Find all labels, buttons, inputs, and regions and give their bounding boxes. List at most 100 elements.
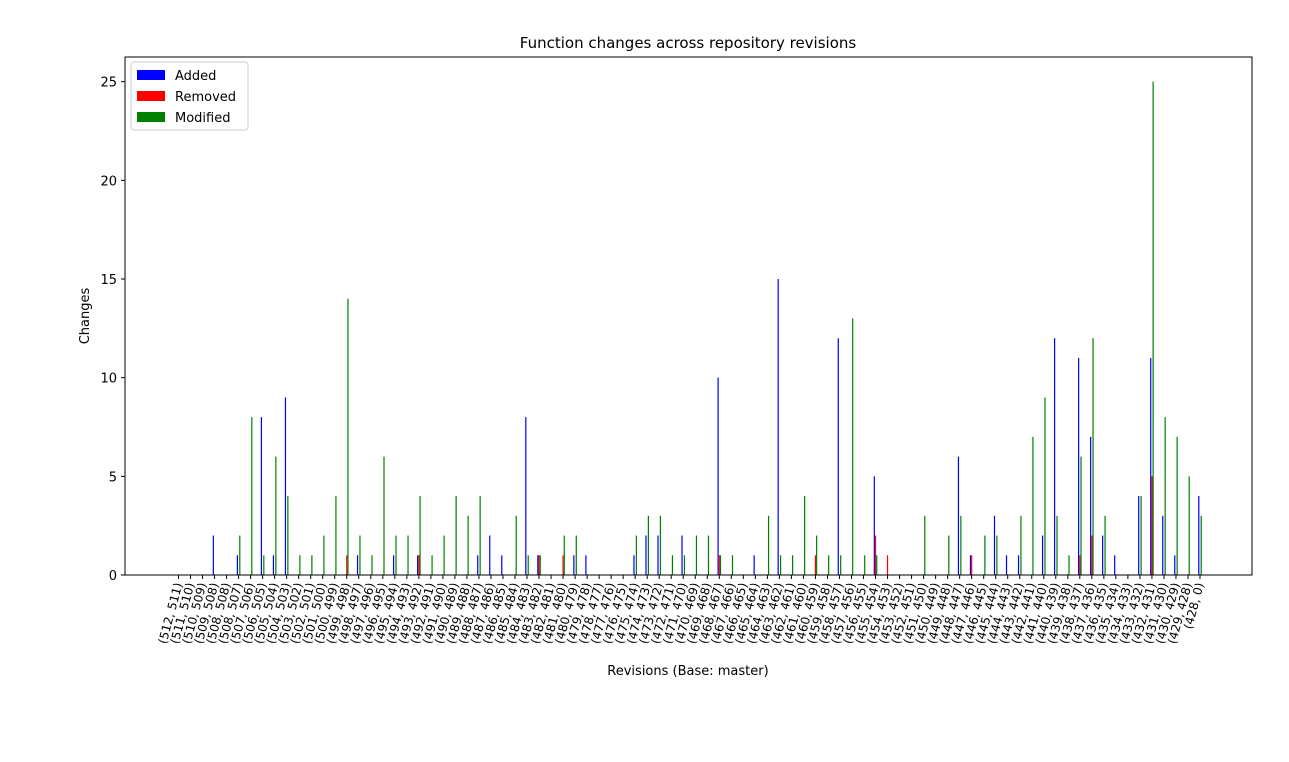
bar-modified-14 xyxy=(347,298,349,575)
bar-modified-30 xyxy=(539,555,541,575)
bar-added-39 xyxy=(645,535,647,575)
bar-added-70 xyxy=(1017,555,1020,575)
bar-modified-20 xyxy=(419,496,421,575)
bar-added-73 xyxy=(1053,338,1056,575)
bar-added-38 xyxy=(633,555,635,575)
bar-added-80 xyxy=(1138,496,1140,575)
bar-added-58 xyxy=(873,476,875,575)
legend-swatch-added xyxy=(137,70,165,80)
bar-added-81 xyxy=(1150,357,1152,575)
bar-removed-81 xyxy=(1151,476,1153,575)
bar-added-34 xyxy=(585,555,587,575)
bar-added-42 xyxy=(681,535,683,575)
bar-modified-45 xyxy=(719,555,722,575)
bar-added-69 xyxy=(1005,555,1008,575)
bar-modified-55 xyxy=(840,555,842,575)
bar-removed-32 xyxy=(562,555,564,575)
bar-modified-46 xyxy=(731,555,734,575)
bar-modified-54 xyxy=(828,555,830,575)
bar-added-48 xyxy=(753,555,755,575)
bar-added-66 xyxy=(969,555,972,575)
bar-modified-17 xyxy=(383,456,385,575)
bar-modified-9 xyxy=(287,496,289,575)
bar-added-20 xyxy=(417,555,419,575)
bar-removed-30 xyxy=(538,555,540,575)
bar-modified-67 xyxy=(984,535,986,575)
bar-modified-83 xyxy=(1176,436,1178,575)
bar-modified-57 xyxy=(864,555,866,575)
bar-removed-20 xyxy=(418,555,420,575)
bar-added-7 xyxy=(260,417,263,575)
legend-label-removed: Removed xyxy=(175,90,236,105)
legend-swatch-removed xyxy=(137,91,165,101)
y-tick-label: 25 xyxy=(100,76,117,91)
bar-added-83 xyxy=(1174,555,1176,575)
bar-added-26 xyxy=(489,535,491,575)
bar-modified-85 xyxy=(1200,515,1202,575)
bar-modified-5 xyxy=(239,535,241,575)
y-axis-label: Changes xyxy=(78,288,93,345)
bar-modified-18 xyxy=(395,535,397,575)
bar-modified-16 xyxy=(371,555,373,575)
bar-added-25 xyxy=(477,555,479,575)
y-tick-label: 15 xyxy=(100,273,117,288)
bar-modified-84 xyxy=(1188,476,1190,575)
bar-modified-23 xyxy=(455,496,457,575)
bar-modified-38 xyxy=(635,535,637,575)
bar-modified-58 xyxy=(876,555,878,575)
y-tick-label: 10 xyxy=(100,372,117,387)
bar-added-68 xyxy=(993,515,996,575)
bar-added-82 xyxy=(1162,515,1164,575)
bar-modified-72 xyxy=(1044,397,1046,575)
chart-title: Function changes across repository revis… xyxy=(520,34,857,52)
bar-removed-66 xyxy=(971,555,973,575)
bar-added-27 xyxy=(501,555,503,575)
bar-removed-59 xyxy=(886,555,889,575)
bar-modified-82 xyxy=(1164,417,1166,575)
legend-swatch-modified xyxy=(137,112,165,122)
bar-modified-32 xyxy=(563,535,565,575)
bar-modified-75 xyxy=(1080,456,1082,575)
bar-modified-25 xyxy=(479,496,481,575)
bar-modified-52 xyxy=(804,496,806,575)
x-axis: (512, 511)(511, 510)(510, 509)(509, 508)… xyxy=(156,575,1207,645)
legend-label-added: Added xyxy=(175,69,216,84)
y-axis: 0 5 10 15 20 25 xyxy=(100,76,125,584)
bar-modified-24 xyxy=(467,515,469,575)
bar-added-15 xyxy=(356,555,359,575)
bar-modified-40 xyxy=(659,515,662,575)
bar-modified-53 xyxy=(816,535,818,575)
bar-added-8 xyxy=(272,555,275,575)
bar-added-18 xyxy=(393,555,395,575)
bar-removed-14 xyxy=(346,555,348,575)
bar-modified-71 xyxy=(1032,436,1034,575)
bar-modified-77 xyxy=(1104,515,1106,575)
bar-added-72 xyxy=(1041,535,1044,575)
bar-modified-10 xyxy=(299,555,301,575)
bar-modified-81 xyxy=(1152,81,1154,576)
bar-added-78 xyxy=(1114,555,1116,575)
bar-added-55 xyxy=(837,338,839,575)
bar-modified-7 xyxy=(263,555,265,575)
bar-modified-74 xyxy=(1068,555,1070,575)
bar-modified-68 xyxy=(996,535,998,575)
bar-modified-15 xyxy=(359,535,361,575)
bar-modified-51 xyxy=(792,555,794,575)
bar-modified-21 xyxy=(431,555,433,575)
bar-modified-33 xyxy=(575,535,577,575)
legend-label-modified: Modified xyxy=(175,111,230,126)
bar-modified-44 xyxy=(707,535,710,575)
bar-added-9 xyxy=(284,397,287,575)
bar-modified-42 xyxy=(683,555,686,575)
bar-removed-58 xyxy=(874,535,877,575)
bar-modified-12 xyxy=(323,535,325,575)
bar-modified-43 xyxy=(695,535,698,575)
y-tick-label: 20 xyxy=(100,174,117,189)
y-tick-label: 0 xyxy=(109,569,117,584)
bar-modified-62 xyxy=(924,515,926,575)
bar-modified-8 xyxy=(275,456,277,575)
bar-added-85 xyxy=(1198,496,1200,575)
bar-modified-73 xyxy=(1056,515,1058,575)
bar-added-29 xyxy=(525,417,527,575)
